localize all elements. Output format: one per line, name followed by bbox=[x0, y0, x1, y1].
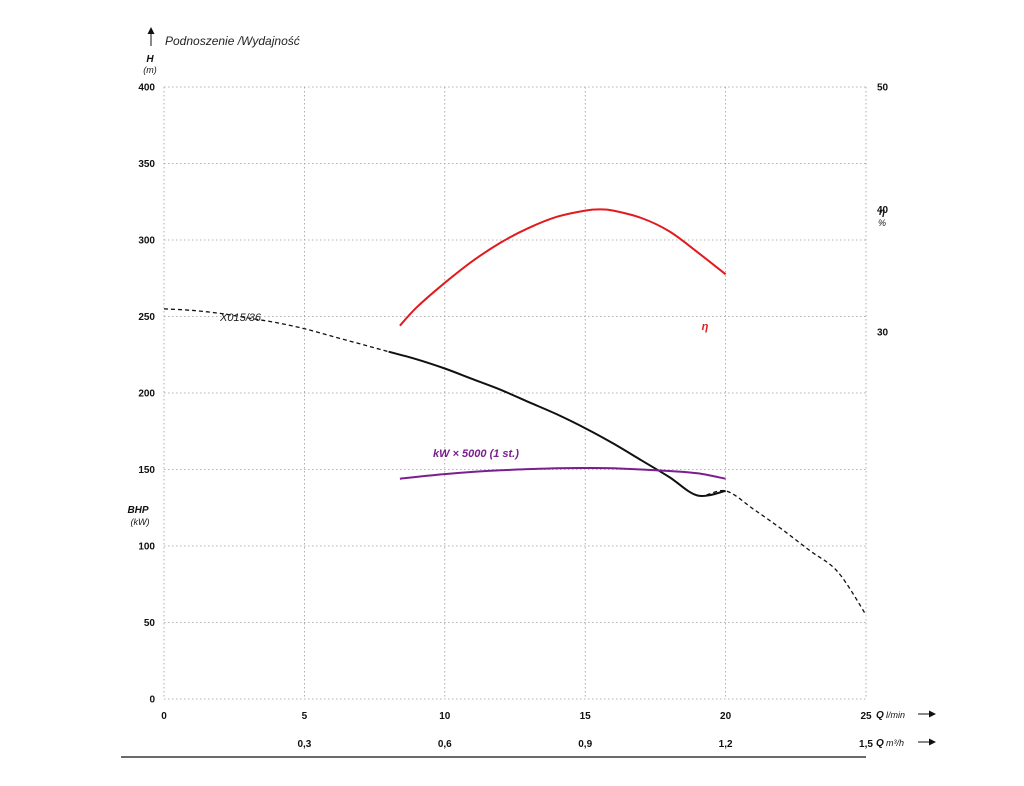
y-left-tick-label: 350 bbox=[138, 159, 155, 170]
y-left-tick-label: 0 bbox=[149, 695, 155, 706]
tick-labels: 0 50 100 150 200 250 300 350 400 30 40 50 0 5 10 15 20 25… bbox=[138, 83, 888, 751]
y-left-secondary-unit: (kW) bbox=[131, 517, 150, 527]
x-secondary-tick-label: 0,6 bbox=[438, 739, 452, 750]
curves: X015/36 η kW × 5000 (1 st.) bbox=[163, 208, 867, 616]
y-left-tick-label: 400 bbox=[138, 83, 155, 94]
curve-efficiency bbox=[399, 208, 727, 327]
y-right-label: η bbox=[879, 207, 885, 218]
x-primary-axis-label: Q l/min bbox=[876, 710, 936, 721]
chart-title: Podnoszenie /Wydajność bbox=[165, 34, 300, 48]
x-primary-tick-label: 10 bbox=[439, 711, 451, 722]
x-secondary-label: Q bbox=[876, 738, 884, 749]
x-primary-tick-label: 25 bbox=[860, 711, 872, 722]
x-primary-tick-label: 20 bbox=[720, 711, 732, 722]
series-label-power: kW × 5000 (1 st.) bbox=[433, 448, 519, 460]
y-left-tick-label: 300 bbox=[138, 236, 155, 247]
title-arrow-icon bbox=[147, 27, 155, 34]
curve-head-dashed bbox=[163, 308, 867, 616]
y-left-secondary-label: BHP bbox=[127, 505, 148, 516]
x-secondary-arrow-icon bbox=[929, 738, 936, 746]
grid bbox=[163, 86, 867, 700]
y-left-tick-label: 50 bbox=[144, 618, 156, 629]
y-right-tick-label: 50 bbox=[877, 83, 889, 94]
y-left-tick-label: 200 bbox=[138, 389, 155, 400]
curve-head-solid bbox=[388, 350, 726, 497]
x-primary-unit: l/min bbox=[886, 710, 905, 720]
x-primary-label: Q bbox=[876, 710, 884, 721]
x-primary-tick-label: 0 bbox=[161, 711, 167, 722]
x-primary-tick-label: 5 bbox=[302, 711, 308, 722]
curve-power bbox=[399, 466, 726, 480]
x-secondary-tick-label: 0,9 bbox=[578, 739, 592, 750]
x-secondary-axis-label: Q m³/h bbox=[876, 738, 936, 749]
y-right-tick-label: 30 bbox=[877, 327, 889, 338]
x-secondary-tick-label: 0,3 bbox=[297, 739, 311, 750]
title-group: Podnoszenie /Wydajność bbox=[147, 27, 300, 48]
y-left-unit: (m) bbox=[143, 65, 157, 75]
x-primary-arrow-icon bbox=[929, 710, 936, 718]
x-primary-tick-label: 15 bbox=[580, 711, 592, 722]
series-label-efficiency: η bbox=[702, 321, 709, 333]
y-right-unit: % bbox=[878, 218, 886, 228]
series-label-head: X015/36 bbox=[219, 312, 262, 324]
x-secondary-tick-label: 1,5 bbox=[859, 739, 873, 750]
y-left-tick-label: 250 bbox=[138, 312, 155, 323]
x-secondary-tick-label: 1,2 bbox=[719, 739, 733, 750]
x-secondary-unit: m³/h bbox=[886, 738, 904, 748]
y-right-tick-label: 40 bbox=[877, 205, 889, 216]
y-left-label: H bbox=[146, 54, 154, 65]
y-left-tick-label: 150 bbox=[138, 465, 155, 476]
y-left-tick-label: 100 bbox=[138, 542, 155, 553]
